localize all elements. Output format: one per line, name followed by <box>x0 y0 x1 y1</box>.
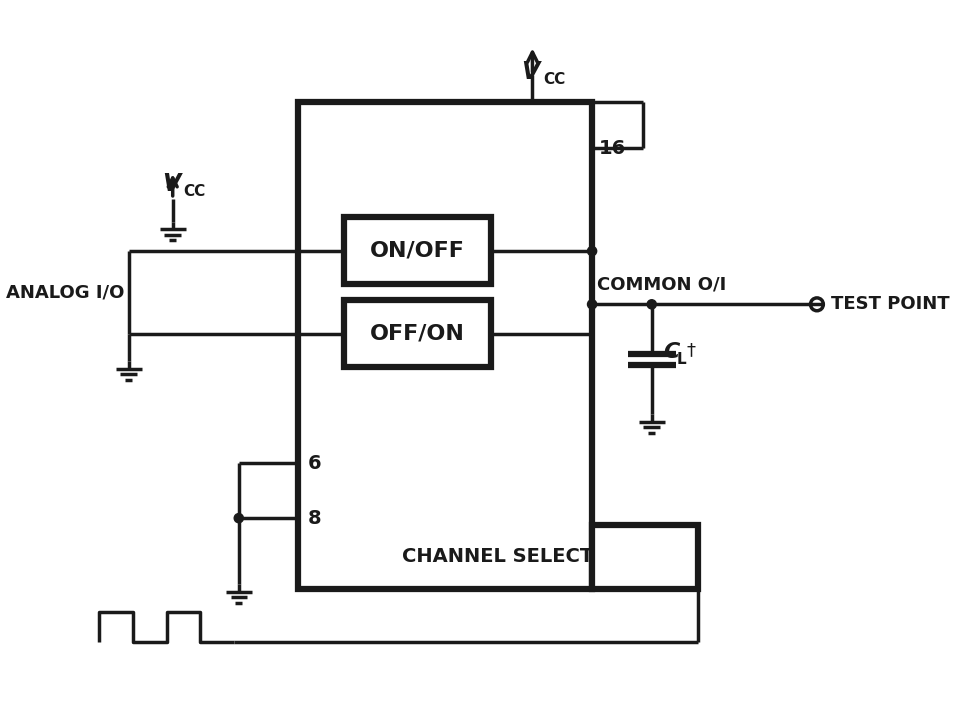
Circle shape <box>588 247 596 256</box>
Text: OFF/ON: OFF/ON <box>371 323 466 343</box>
Circle shape <box>588 300 596 309</box>
Circle shape <box>234 513 243 522</box>
Text: 16: 16 <box>598 139 625 158</box>
Text: 6: 6 <box>308 453 321 472</box>
Text: V: V <box>162 173 180 197</box>
Text: CC: CC <box>543 72 565 87</box>
Text: V: V <box>522 61 540 85</box>
Bar <box>298 102 592 589</box>
Text: †: † <box>686 341 696 360</box>
Text: L: L <box>677 352 686 367</box>
Text: CHANNEL SELECT: CHANNEL SELECT <box>403 547 593 566</box>
Bar <box>345 300 491 367</box>
Text: C: C <box>663 342 680 362</box>
Text: ON/OFF: ON/OFF <box>371 240 466 261</box>
Text: COMMON O/I: COMMON O/I <box>596 275 726 293</box>
Text: CC: CC <box>184 184 206 199</box>
Bar <box>345 217 491 284</box>
Text: 8: 8 <box>308 508 321 527</box>
Text: TEST POINT: TEST POINT <box>831 295 950 313</box>
Bar <box>592 525 698 589</box>
Text: ANALOG I/O: ANALOG I/O <box>6 283 124 302</box>
Circle shape <box>648 300 656 309</box>
